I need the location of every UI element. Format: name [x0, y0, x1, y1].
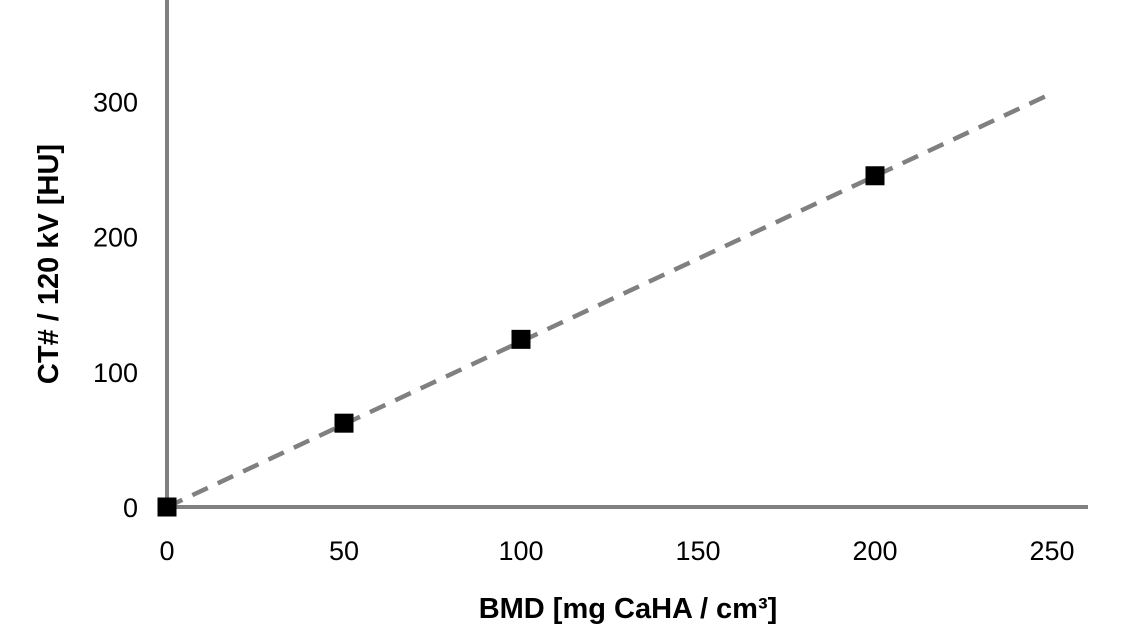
x-tick-label: 0	[159, 536, 174, 566]
x-tick-label: 100	[498, 536, 543, 566]
y-tick-label: 200	[93, 223, 138, 253]
trendline	[166, 91, 1053, 510]
x-axis-title: BMD [mg CaHA / cm³]	[479, 593, 778, 625]
y-tick-label: 100	[93, 358, 138, 388]
data-point-marker	[157, 497, 177, 517]
x-tick-label: 250	[1029, 536, 1074, 566]
x-tick-label: 150	[675, 536, 720, 566]
x-tick-label: 200	[852, 536, 897, 566]
data-points	[157, 166, 885, 517]
y-tick-label: 0	[123, 493, 138, 523]
x-tick-labels: 0 50 100 150 200 250	[159, 536, 1074, 566]
data-point-marker	[334, 413, 354, 433]
axes	[165, 0, 1088, 509]
y-axis-title: CT# / 120 kV [HU]	[33, 144, 65, 384]
y-tick-labels: 0 100 200 300	[93, 87, 138, 523]
data-point-marker	[511, 329, 531, 349]
y-tick-label: 300	[93, 87, 138, 117]
data-point-marker	[865, 166, 885, 186]
x-tick-label: 50	[329, 536, 359, 566]
trendline-layer	[166, 91, 1053, 510]
